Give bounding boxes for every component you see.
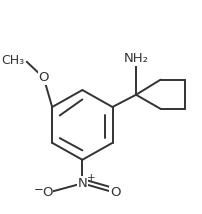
Text: O: O bbox=[109, 186, 120, 199]
Text: O: O bbox=[42, 186, 53, 199]
Text: CH₃: CH₃ bbox=[2, 54, 25, 67]
Text: +: + bbox=[87, 173, 95, 183]
Text: NH₂: NH₂ bbox=[123, 52, 148, 65]
Text: O: O bbox=[38, 71, 49, 84]
Text: N: N bbox=[77, 177, 87, 190]
Text: −: − bbox=[33, 183, 43, 196]
